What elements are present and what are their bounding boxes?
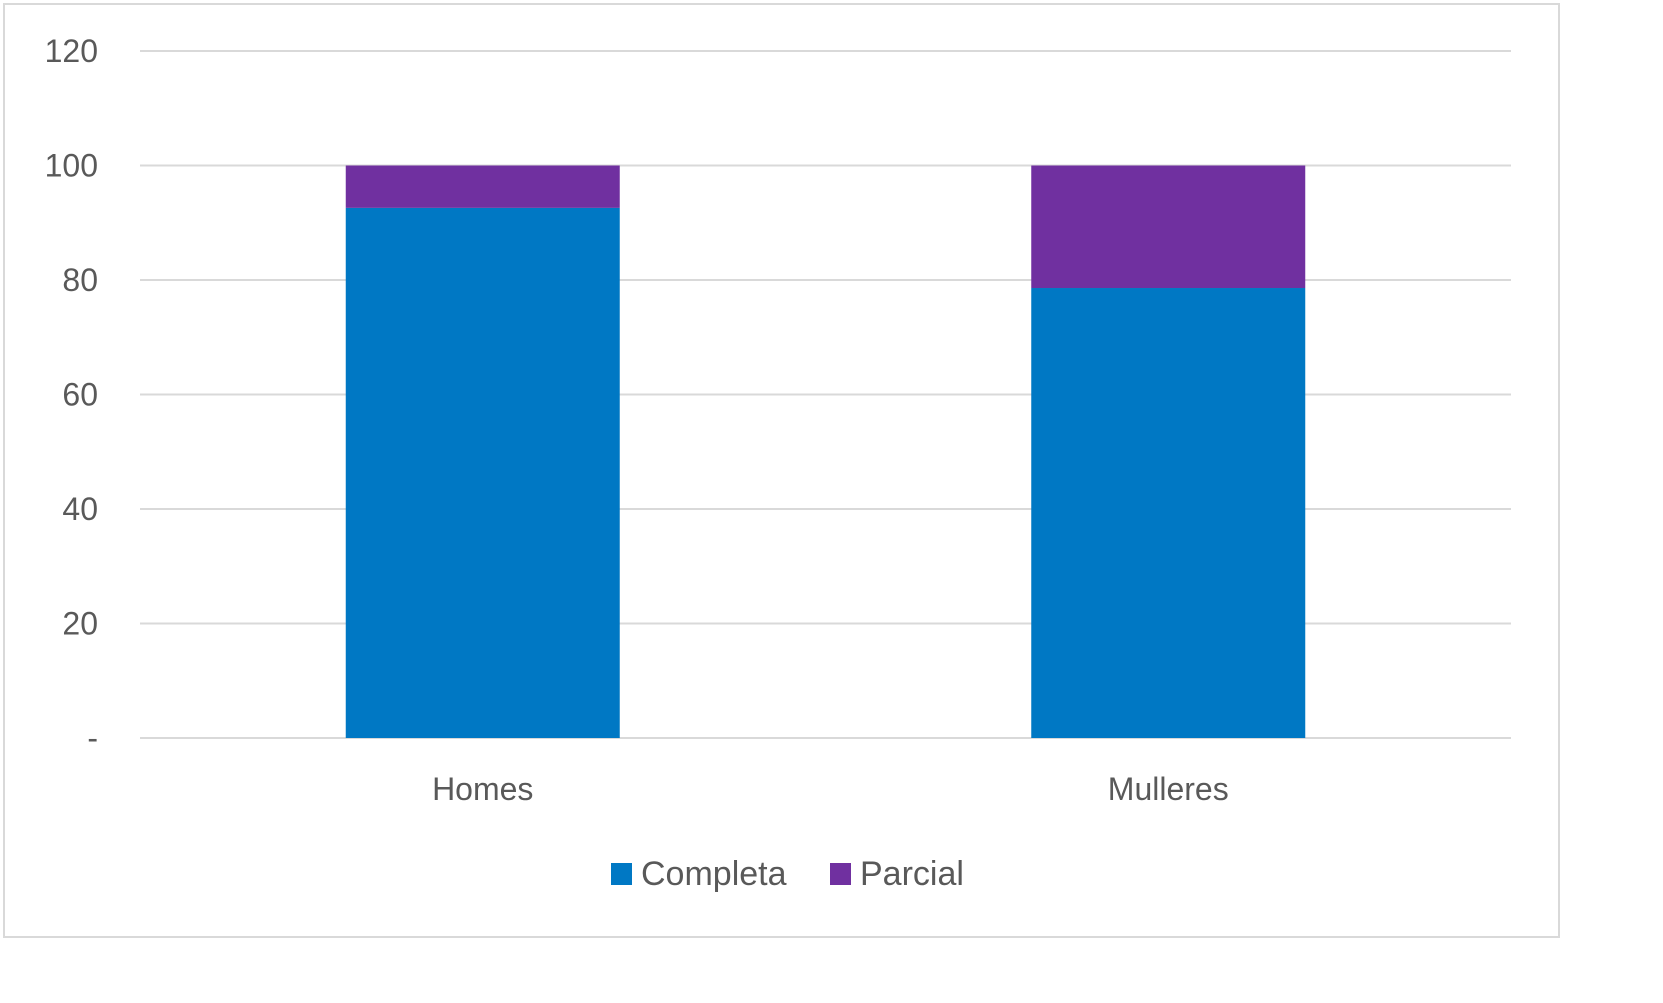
y-tick-label: 60	[62, 377, 98, 413]
x-tick-label: Homes	[432, 771, 533, 807]
gridlines	[140, 50, 1511, 739]
y-tick-label: 80	[62, 262, 98, 298]
bars	[345, 165, 1306, 739]
legend-swatch-completa	[611, 863, 632, 885]
legend: Completa Parcial	[611, 855, 964, 893]
legend-swatch-parcial	[830, 863, 851, 885]
bar-completa-mulleres	[1031, 288, 1306, 738]
bar-parcial-mulleres	[1031, 165, 1306, 289]
y-tick-label: 20	[62, 606, 98, 642]
y-tick-label: 40	[62, 491, 98, 527]
legend-label-completa: Completa	[641, 855, 787, 893]
bar-parcial-homes	[345, 165, 620, 208]
y-tick-label: 100	[45, 148, 98, 184]
x-axis-tick-labels: Homes Mulleres	[432, 771, 1229, 807]
y-axis-tick-labels: - 20 40 60 80 100 120	[45, 33, 98, 756]
legend-label-parcial: Parcial	[860, 855, 964, 893]
x-tick-label: Mulleres	[1108, 771, 1229, 807]
bar-completa-homes	[345, 207, 620, 739]
y-tick-label: -	[87, 720, 98, 756]
y-tick-label: 120	[45, 33, 98, 69]
